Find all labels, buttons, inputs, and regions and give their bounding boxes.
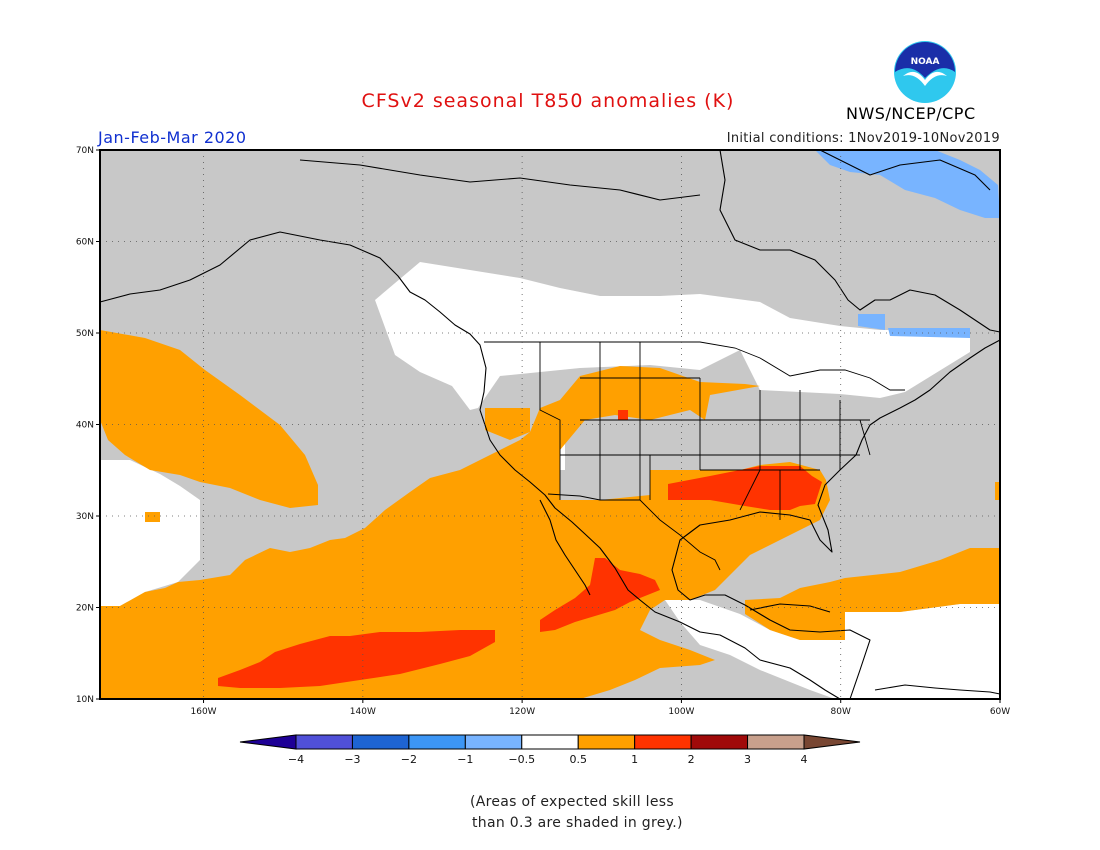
lat-label: 50N bbox=[76, 329, 94, 339]
coastline-baja bbox=[539, 499, 591, 596]
initial-conditions: Initial conditions: 1Nov2019-10Nov2019 bbox=[726, 131, 1000, 146]
lon-label: 160W bbox=[191, 707, 217, 717]
colorbar-label: −3 bbox=[344, 753, 360, 766]
anomaly-orange-atlantic bbox=[995, 482, 1000, 500]
colorbar-label: 2 bbox=[688, 753, 695, 766]
colorbar-segment-3 bbox=[408, 734, 466, 750]
coastline-gulf-atlantic bbox=[671, 339, 1001, 700]
colorbar-label: 0.5 bbox=[569, 753, 587, 766]
anomaly-orange-spot bbox=[145, 512, 160, 522]
coastline-pacific bbox=[99, 231, 841, 700]
lat-label: 20N bbox=[76, 604, 94, 614]
anomaly-blue-quebec bbox=[858, 314, 885, 330]
lon-label: 120W bbox=[509, 707, 535, 717]
noaa-logo-icon: NOAA bbox=[894, 41, 956, 103]
footnote-line-1: (Areas of expected skill less bbox=[470, 794, 674, 810]
lat-label: 40N bbox=[76, 421, 94, 431]
anomaly-white-north bbox=[375, 262, 970, 410]
lat-label: 10N bbox=[76, 695, 94, 705]
border-us-canada bbox=[484, 341, 905, 391]
anomaly-red-pacific bbox=[218, 630, 495, 688]
anomaly-orange-oregon bbox=[485, 408, 530, 440]
chart-title: CFSv2 seasonal T850 anomalies (K) bbox=[361, 90, 735, 112]
anomaly-orange-main bbox=[100, 366, 830, 699]
anomaly-red-spot bbox=[618, 410, 628, 420]
anomaly-red-mexico bbox=[540, 558, 660, 632]
anomaly-white-pacific bbox=[100, 460, 200, 606]
footnote: (Areas of expected skill less than 0.3 a… bbox=[470, 792, 683, 834]
colorbar-label: −1 bbox=[457, 753, 473, 766]
anomaly-orange-caribbean bbox=[745, 548, 1000, 640]
noaa-logo-text: NOAA bbox=[911, 57, 940, 67]
colorbar-label: 4 bbox=[801, 753, 808, 766]
colorbar-label: −2 bbox=[401, 753, 417, 766]
colorbar-segment-9 bbox=[747, 734, 805, 750]
footnote-line-2: than 0.3 are shaded in grey.) bbox=[472, 815, 683, 831]
lat-label: 30N bbox=[76, 512, 94, 522]
colorbar-segment-8 bbox=[690, 734, 749, 750]
lon-label: 60W bbox=[990, 707, 1010, 717]
colorbar-label: 1 bbox=[631, 753, 638, 766]
colorbar-segment-7 bbox=[634, 734, 692, 750]
colorbar-label: −4 bbox=[288, 753, 304, 766]
coastline-south-america bbox=[874, 684, 1001, 695]
colorbar-segment-4 bbox=[464, 734, 523, 750]
colorbar-arrow-low bbox=[239, 734, 297, 750]
forecast-period: Jan-Feb-Mar 2020 bbox=[98, 128, 247, 147]
anomaly-white-caribbean bbox=[665, 600, 1000, 699]
anomaly-orange-pacific-north bbox=[100, 330, 318, 508]
colorbar-segment-2 bbox=[351, 734, 410, 750]
colorbar-label: 3 bbox=[744, 753, 751, 766]
colorbar-arrow-high bbox=[803, 734, 861, 750]
colorbar-segment-6 bbox=[577, 734, 636, 750]
coastline-arctic bbox=[299, 159, 701, 201]
colorbar-label: −0.5 bbox=[508, 753, 535, 766]
colorbar-segment-5 bbox=[521, 734, 579, 750]
lon-label: 80W bbox=[831, 707, 851, 717]
coastline-cuba bbox=[749, 603, 831, 613]
colorbar-segment-1 bbox=[295, 734, 353, 750]
anomaly-blue-greenland bbox=[815, 150, 1000, 218]
lon-label: 140W bbox=[350, 707, 376, 717]
coastline-greenland bbox=[819, 149, 991, 191]
border-us-mexico bbox=[547, 493, 721, 571]
lat-label: 60N bbox=[76, 238, 94, 248]
lon-label: 100W bbox=[668, 707, 694, 717]
lat-label: 70N bbox=[76, 146, 94, 156]
agency-label: NWS/NCEP/CPC bbox=[846, 104, 976, 123]
state-border-16 bbox=[739, 469, 761, 511]
anomaly-red-southeast bbox=[668, 466, 822, 510]
state-border-15 bbox=[859, 419, 871, 456]
coastline-hudson bbox=[719, 149, 1001, 333]
state-border-0 bbox=[539, 342, 561, 500]
